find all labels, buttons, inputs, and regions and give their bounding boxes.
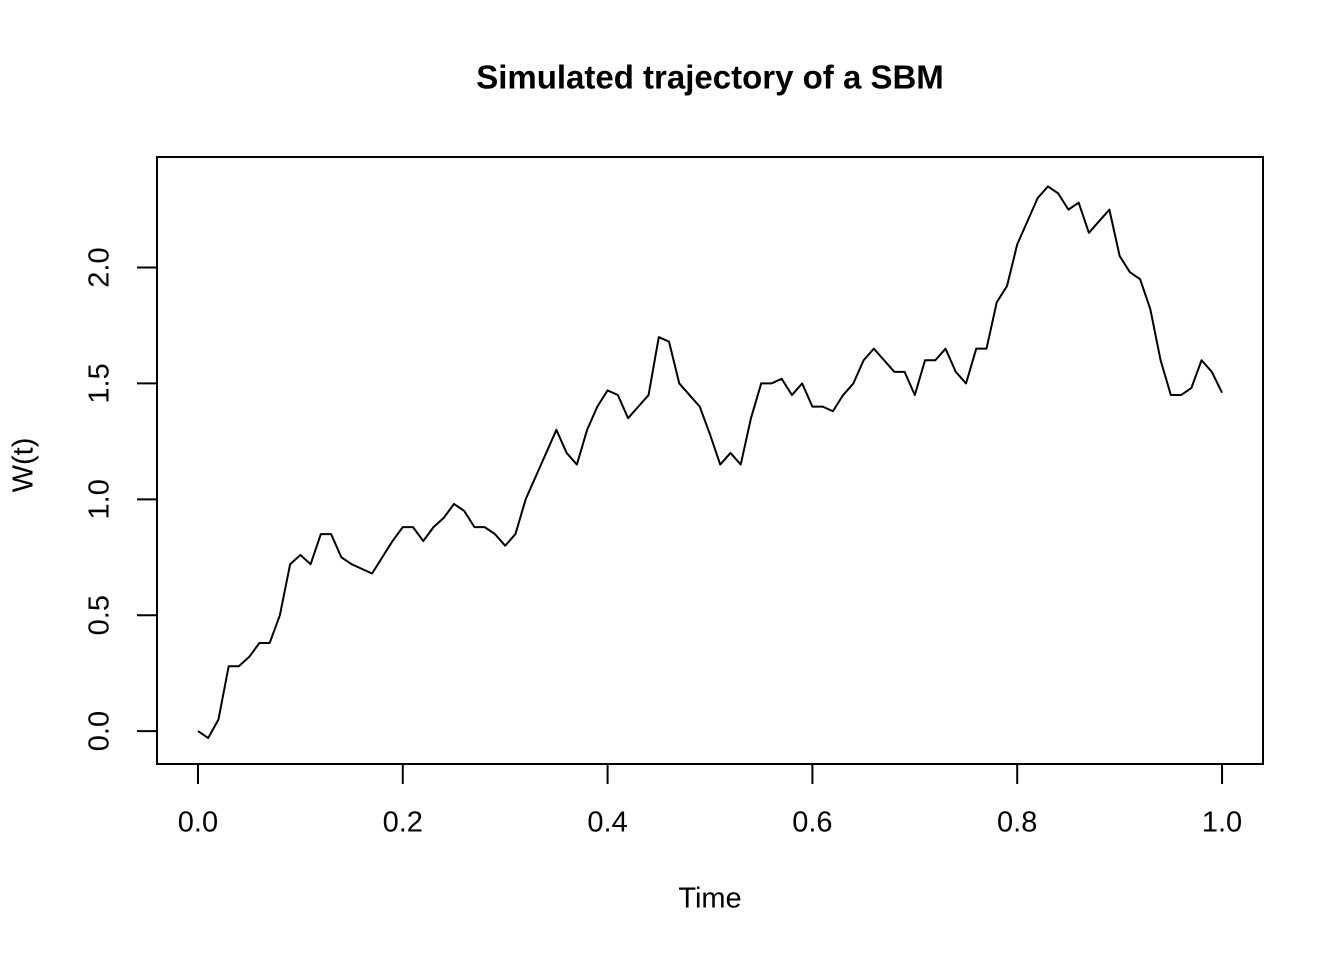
- y-axis-label: W(t): [8, 438, 40, 493]
- y-tick-label: 0.0: [84, 711, 116, 751]
- x-tick-label: 0.4: [587, 807, 627, 839]
- data-line: [197, 185, 1223, 740]
- x-tick-label: 0.8: [997, 807, 1037, 839]
- y-tick-label: 0.5: [84, 595, 116, 635]
- y-tick-label: 1.0: [84, 479, 116, 519]
- x-tick-label: 1.0: [1202, 807, 1242, 839]
- x-tick-label: 0.6: [792, 807, 832, 839]
- x-axis-label: Time: [678, 883, 741, 915]
- y-tick-label: 1.5: [84, 363, 116, 403]
- chart-title: Simulated trajectory of a SBM: [476, 59, 944, 96]
- y-tick-label: 2.0: [84, 247, 116, 287]
- plot-box: [156, 156, 1264, 765]
- x-tick-label: 0.0: [178, 807, 218, 839]
- x-tick-label: 0.2: [383, 807, 423, 839]
